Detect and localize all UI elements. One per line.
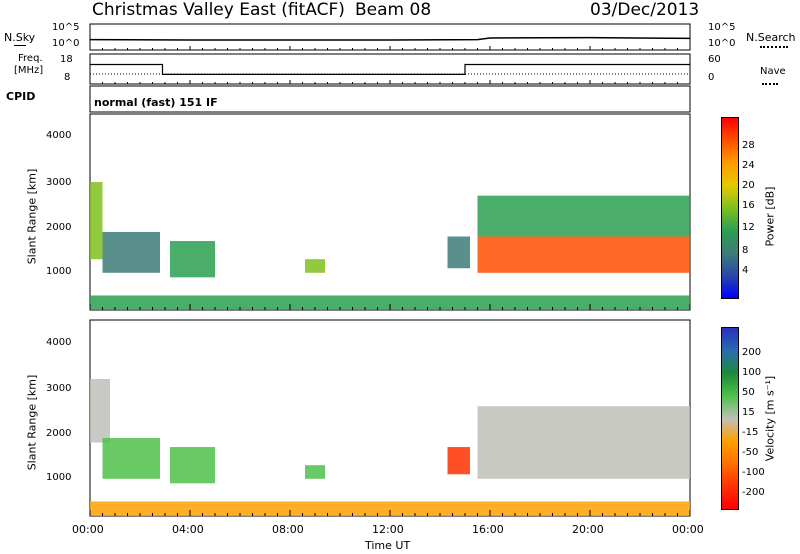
power-cbar-tick-20: 20 [742, 180, 755, 191]
power-cbar-tick-12: 12 [742, 222, 755, 233]
xaxis-label: Time UT [365, 539, 411, 552]
power-ytick-4000: 4000 [46, 130, 72, 141]
nsearch-legend-line [760, 46, 788, 48]
power-echo-region-2 [170, 241, 215, 278]
power-cbar-tick-8: 8 [742, 245, 749, 256]
nave-tick-top: 60 [708, 54, 721, 65]
velocity-echo-region-4 [447, 447, 470, 475]
noise-tick-left-bottom: 10^0 [52, 38, 80, 49]
velocity-echo-region-1 [102, 437, 160, 479]
velocity-echo-region-6 [90, 501, 690, 516]
power-cbar-tick-28: 28 [742, 140, 755, 151]
power-cbar-tick-4: 4 [742, 265, 749, 276]
power-echo-region-6 [477, 195, 690, 237]
freq-line [90, 63, 690, 76]
freq-unit-label: [MHz] [14, 65, 44, 76]
nave-legend-line [762, 83, 778, 85]
nsky-legend-line [14, 45, 26, 46]
power-ytick-1000: 1000 [46, 266, 72, 277]
vel-cbar-tick-m15: -15 [742, 427, 759, 438]
freq-panel-frame [89, 53, 691, 85]
velocity-ytick-4000: 4000 [46, 337, 72, 348]
cpid-label: CPID [6, 90, 36, 103]
velocity-ytick-3000: 3000 [46, 383, 72, 394]
freq-label: Freq. [18, 53, 43, 64]
vel-cbar-tick-50: 50 [742, 387, 755, 398]
power-echo-region-1 [102, 231, 160, 273]
xtick-6: 00:00 [672, 523, 704, 536]
power-ytick-3000: 3000 [46, 177, 72, 188]
vel-cbar-tick-100: 100 [742, 367, 762, 378]
xtick-4: 16:00 [472, 523, 504, 536]
vel-cbar-tick-15: 15 [742, 407, 755, 418]
nave-tick-bottom: 0 [708, 72, 715, 83]
xtick-0: 00:00 [72, 523, 104, 536]
xtick-3: 12:00 [372, 523, 404, 536]
nave-label: Nave [760, 66, 786, 77]
noise-tick-left-top: 10^5 [52, 22, 80, 33]
noise-tick-right-top: 10^5 [708, 22, 736, 33]
vel-cbar-tick-m200: -200 [742, 487, 765, 498]
power-echo-region-0 [90, 182, 103, 260]
power-cbar-tick-16: 16 [742, 200, 755, 211]
station-title: Christmas Valley East (fitACF) [92, 0, 345, 20]
power-echo-region-4 [447, 236, 470, 269]
xtick-1: 04:00 [172, 523, 204, 536]
power-colorbar [721, 117, 739, 299]
xtick-2: 08:00 [272, 523, 304, 536]
nsky-line [89, 36, 691, 41]
xtick-5: 20:00 [572, 523, 604, 536]
cpid-value: normal (fast) 151 IF [94, 96, 218, 109]
power-ytick-2000: 2000 [46, 222, 72, 233]
velocity-echo-region-0 [90, 378, 110, 443]
velocity-colorbar [721, 327, 739, 510]
nsearch-label: N.Search [746, 31, 796, 44]
power-cbar-tick-24: 24 [742, 160, 755, 171]
power-echo-region-5 [477, 236, 690, 273]
velocity-colorbar-fill [722, 328, 738, 509]
freq-tick-bottom: 8 [64, 72, 71, 83]
vel-cbar-tick-m100: -100 [742, 467, 765, 478]
nsky-label: N.Sky [4, 31, 36, 44]
date-label: 03/Dec/2013 [590, 0, 700, 20]
power-colorbar-fill [722, 118, 738, 298]
power-echo-region-3 [305, 259, 325, 273]
noise-tick-right-bottom: 10^0 [708, 38, 736, 49]
velocity-echo-region-5 [477, 406, 690, 479]
velocity-ytick-2000: 2000 [46, 428, 72, 439]
vel-cbar-tick-200: 200 [742, 347, 762, 358]
velocity-echo-region-3 [305, 465, 325, 479]
vel-cbar-tick-m50: -50 [742, 447, 759, 458]
velocity-echo-region-2 [170, 447, 215, 484]
freq-tick-top: 18 [60, 54, 73, 65]
power-echo-region-7 [90, 295, 690, 310]
velocity-ytick-1000: 1000 [46, 472, 72, 483]
cpid-panel-frame [89, 85, 691, 113]
beam-label: Beam 08 [355, 0, 432, 20]
